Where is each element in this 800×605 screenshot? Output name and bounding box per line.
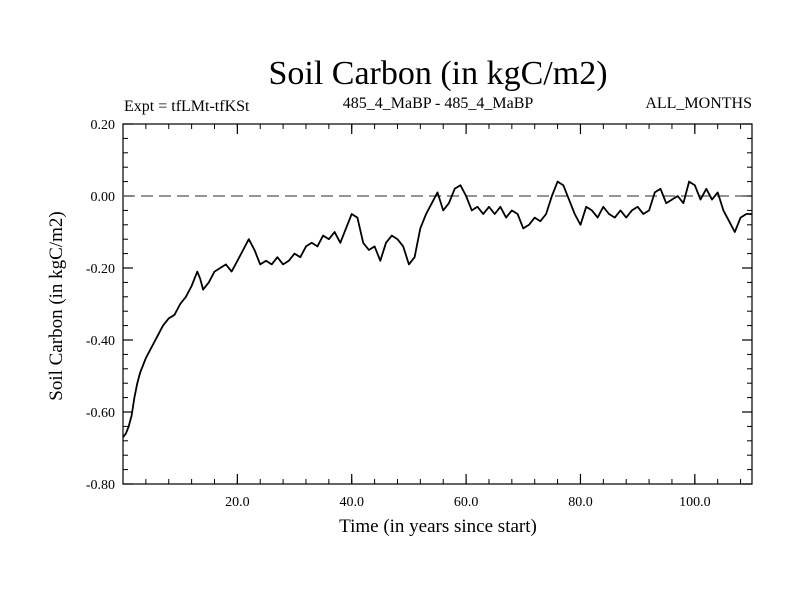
x-tick-label: 20.0 (225, 495, 250, 510)
x-tick-label: 40.0 (339, 495, 364, 510)
y-tick-label: 0.00 (91, 190, 116, 205)
months-label: ALL_MONTHS (645, 95, 752, 112)
x-tick-label: 60.0 (454, 495, 479, 510)
y-tick-label: -0.80 (86, 478, 115, 493)
y-tick-label: -0.20 (86, 262, 115, 277)
y-axis-label: Soil Carbon (in kgC/m2) (46, 211, 67, 400)
y-tick-label: -0.40 (86, 334, 115, 349)
soil-carbon-series-line (122, 180, 752, 438)
period-label: 485_4_MaBP - 485_4_MaBP (343, 95, 534, 112)
y-tick-label: 0.20 (91, 118, 116, 133)
x-tick-label: 80.0 (568, 495, 593, 510)
chart-title: Soil Carbon (in kgC/m2) (268, 55, 607, 92)
x-axis-label: Time (in years since start) (339, 516, 537, 537)
experiment-label: Expt = tfLMt-tfKSt (124, 98, 250, 115)
plot-frame (122, 123, 753, 485)
y-tick-label: -0.60 (86, 406, 115, 421)
plot-area: 20.0 40.0 60.0 80.0 100.0 0.20 0.00 -0.20 -0.40 -… (86, 118, 753, 510)
x-tick-label: 100.0 (679, 495, 711, 510)
